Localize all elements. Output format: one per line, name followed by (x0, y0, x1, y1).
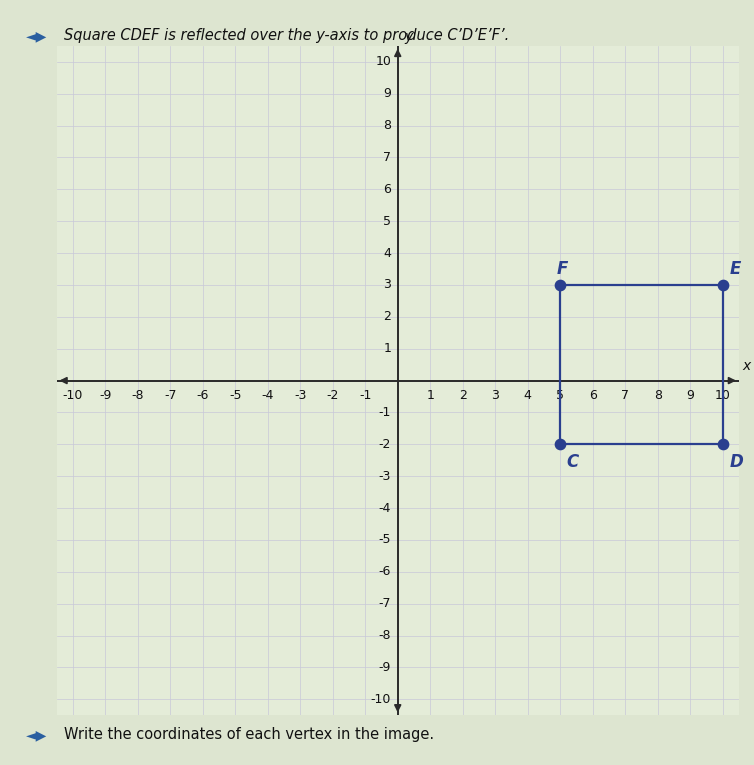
Text: ◄▶: ◄▶ (26, 728, 48, 742)
Text: -5: -5 (379, 533, 391, 546)
Text: -10: -10 (63, 389, 83, 402)
Text: 5: 5 (383, 215, 391, 228)
Text: 1: 1 (426, 389, 434, 402)
Text: 9: 9 (383, 87, 391, 100)
Point (716, 279, 728, 291)
Text: -10: -10 (371, 693, 391, 706)
Text: 7: 7 (621, 389, 629, 402)
Text: 6: 6 (589, 389, 596, 402)
Text: 2: 2 (383, 311, 391, 324)
Text: 3: 3 (383, 278, 391, 291)
Text: -9: -9 (99, 389, 112, 402)
Text: -6: -6 (197, 389, 209, 402)
Text: Write the coordinates of each vertex in the image.: Write the coordinates of each vertex in … (64, 727, 434, 742)
Text: -3: -3 (294, 389, 306, 402)
Text: -9: -9 (379, 661, 391, 674)
Text: 5: 5 (556, 389, 564, 402)
Text: -5: -5 (229, 389, 241, 402)
Text: -2: -2 (326, 389, 339, 402)
Text: 6: 6 (383, 183, 391, 196)
Text: E: E (729, 260, 740, 278)
Point (554, 438, 566, 451)
Text: -3: -3 (379, 470, 391, 483)
Text: -8: -8 (379, 629, 391, 642)
Text: 8: 8 (654, 389, 662, 402)
Text: 7: 7 (383, 151, 391, 164)
Text: Square CDEF is reflected over the y-axis to produce C’D’E’F’.: Square CDEF is reflected over the y-axis… (64, 28, 510, 44)
Text: -8: -8 (131, 389, 144, 402)
Text: -7: -7 (379, 597, 391, 610)
Point (554, 279, 566, 291)
Text: 10: 10 (375, 55, 391, 68)
Text: 3: 3 (492, 389, 499, 402)
Text: -7: -7 (164, 389, 176, 402)
Text: 9: 9 (686, 389, 694, 402)
Text: ◄▶: ◄▶ (26, 29, 48, 43)
Text: 8: 8 (383, 119, 391, 132)
Text: 1: 1 (383, 342, 391, 355)
Text: 4: 4 (383, 246, 391, 259)
Text: -1: -1 (379, 406, 391, 419)
Text: D: D (729, 453, 743, 471)
Text: -6: -6 (379, 565, 391, 578)
Text: C: C (567, 453, 579, 471)
Text: F: F (557, 260, 569, 278)
Text: 10: 10 (715, 389, 731, 402)
Text: -4: -4 (379, 502, 391, 515)
Text: 2: 2 (458, 389, 467, 402)
Text: -1: -1 (359, 389, 372, 402)
Text: 4: 4 (524, 389, 532, 402)
Text: -2: -2 (379, 438, 391, 451)
Text: -4: -4 (262, 389, 274, 402)
Text: y: y (404, 31, 412, 44)
Point (716, 438, 728, 451)
Text: x: x (742, 359, 750, 373)
